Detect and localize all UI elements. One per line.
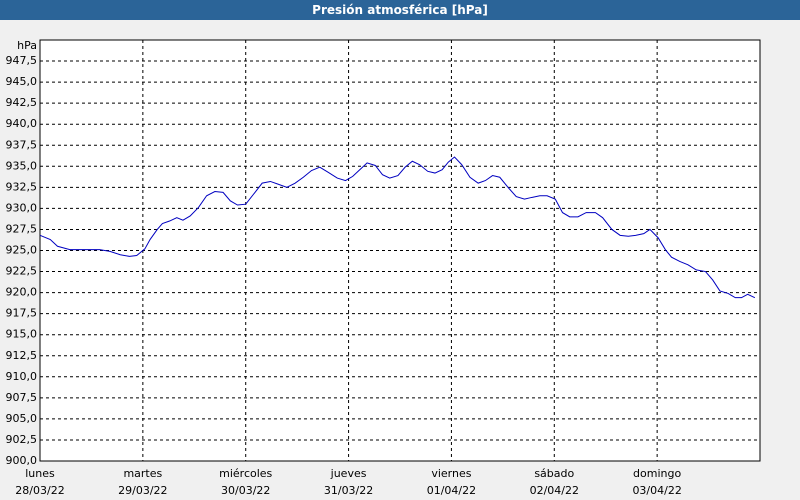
y-tick-label: 917,5	[6, 307, 38, 320]
y-tick-label: 930,0	[6, 201, 38, 214]
y-tick-label: 905,0	[6, 412, 38, 425]
y-tick-label: 915,0	[6, 328, 38, 341]
x-tick-day: jueves	[330, 467, 367, 480]
y-tick-label: 902,5	[6, 433, 38, 446]
x-tick-date: 31/03/22	[324, 484, 373, 497]
y-tick-label: 927,5	[6, 222, 38, 235]
x-tick-date: 02/04/22	[530, 484, 579, 497]
x-tick-day: martes	[123, 467, 162, 480]
x-tick-day: lunes	[25, 467, 55, 480]
y-tick-label: 947,5	[6, 54, 38, 67]
x-tick-day: viernes	[431, 467, 471, 480]
y-tick-label: 932,5	[6, 180, 38, 193]
x-tick-date: 28/03/22	[15, 484, 64, 497]
y-tick-label: 900,0	[6, 454, 38, 467]
y-tick-label: 922,5	[6, 265, 38, 278]
y-tick-label: 942,5	[6, 96, 38, 109]
pressure-line	[39, 156, 756, 299]
x-tick-day: sábado	[534, 467, 574, 480]
x-tick-date: 30/03/22	[221, 484, 270, 497]
y-tick-label: 912,5	[6, 349, 38, 362]
x-tick-day: domingo	[633, 467, 681, 480]
y-tick-label: 935,0	[6, 159, 38, 172]
x-tick-date: 01/04/22	[427, 484, 476, 497]
x-tick-date: 03/04/22	[632, 484, 681, 497]
y-tick-label: 910,0	[6, 370, 38, 383]
title-bar: Presión atmosférica [hPa]	[0, 0, 800, 20]
y-tick-label: 945,0	[6, 75, 38, 88]
y-tick-label: 925,0	[6, 244, 38, 257]
y-tick-label: 907,5	[6, 391, 38, 404]
y-unit: hPa	[17, 39, 37, 52]
y-tick-label: 920,0	[6, 286, 38, 299]
y-tick-label: 937,5	[6, 138, 38, 151]
y-tick-label: 940,0	[6, 117, 38, 130]
x-tick-day: miércoles	[219, 467, 272, 480]
x-tick-date: 29/03/22	[118, 484, 167, 497]
